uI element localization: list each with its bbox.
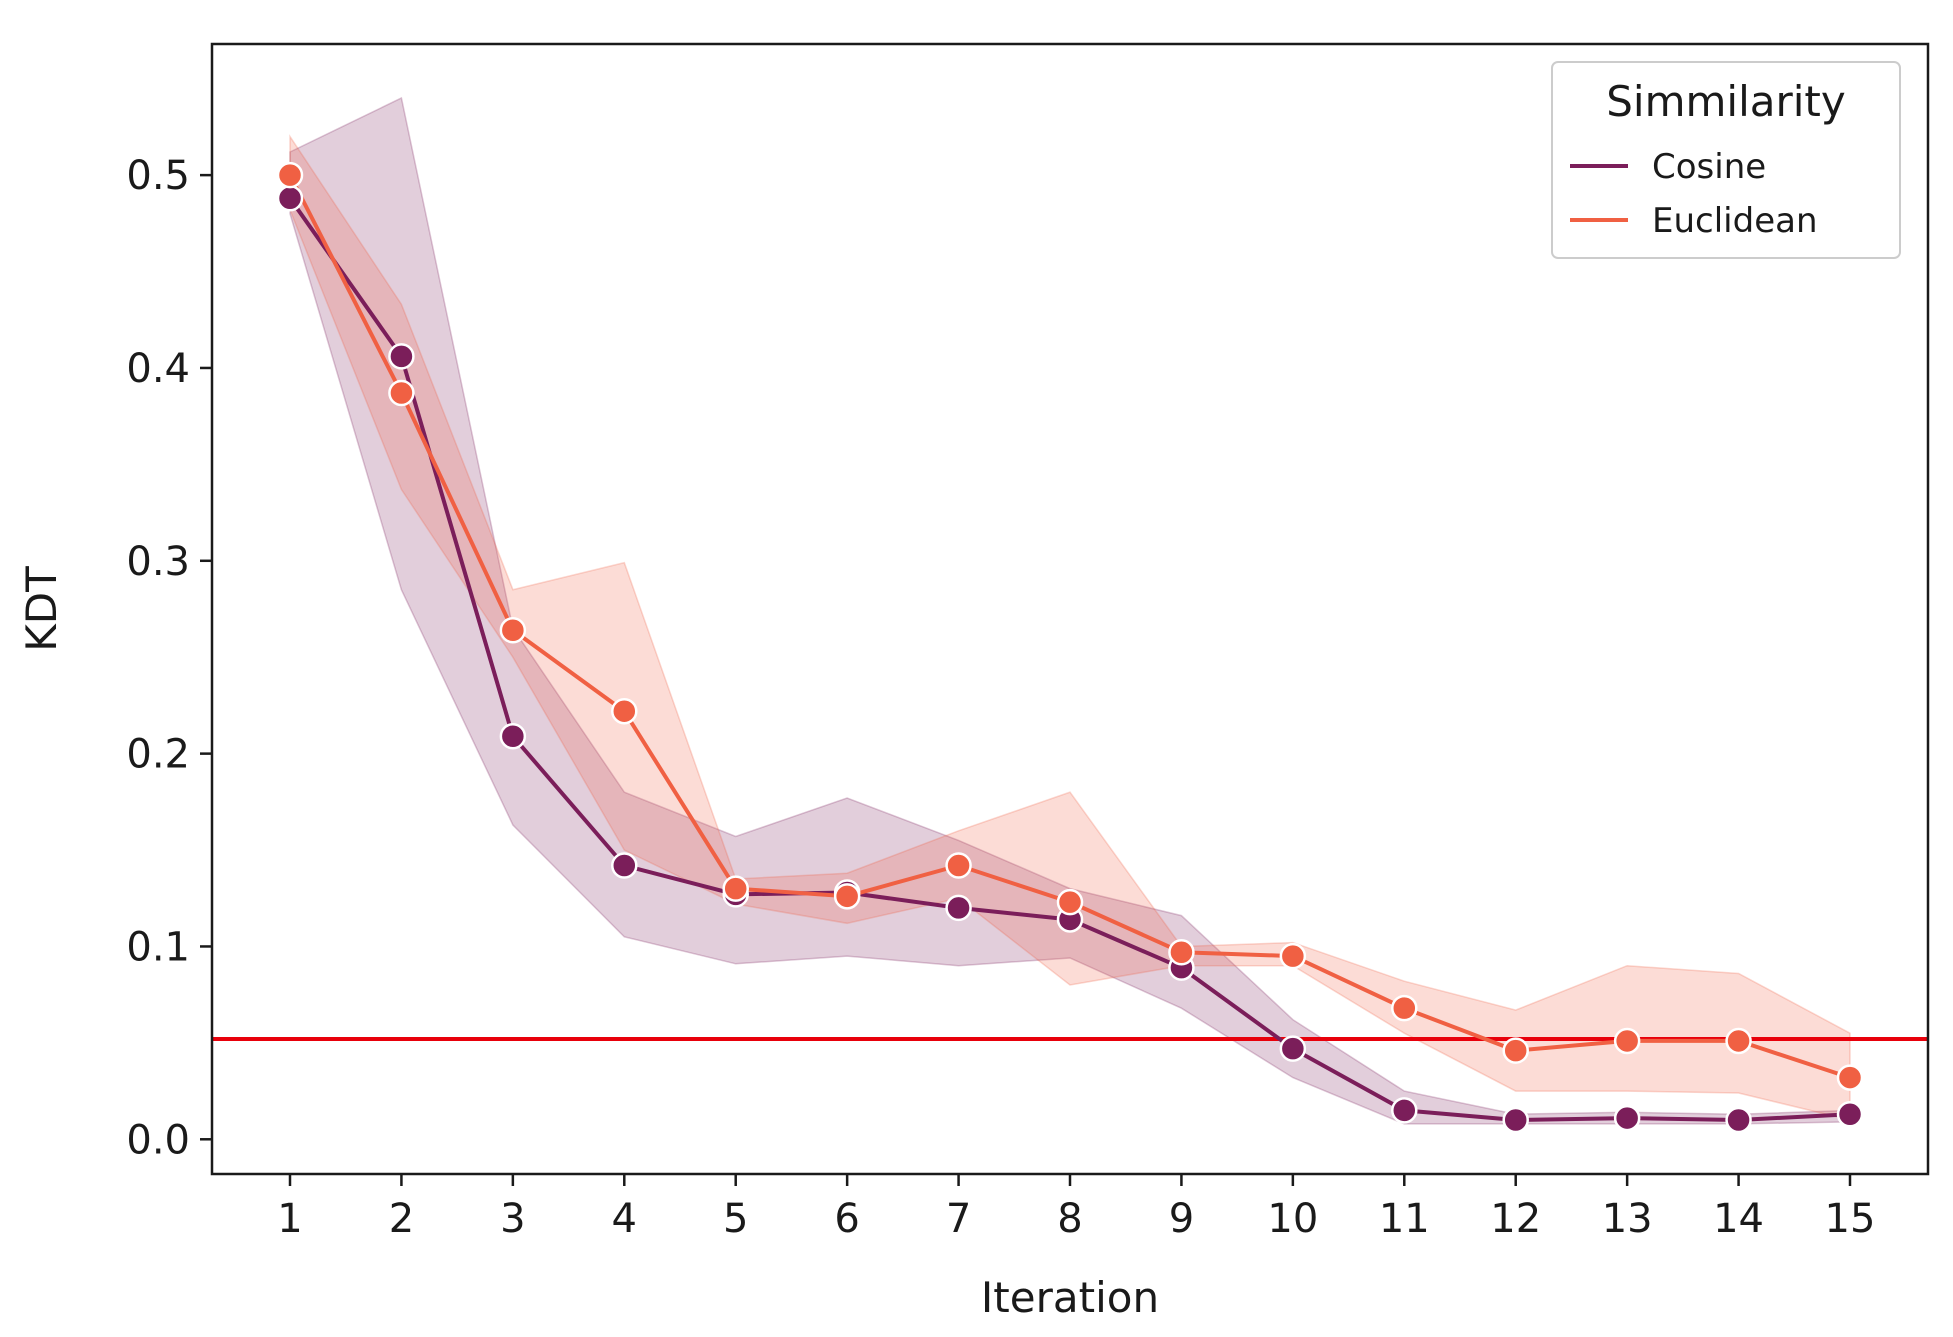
legend: Simmilarity Cosine Euclidean bbox=[1551, 61, 1901, 259]
legend-label-euclidean: Euclidean bbox=[1652, 201, 1818, 241]
legend-title: Simmilarity bbox=[1606, 77, 1846, 126]
x-tick-label: 5 bbox=[723, 1196, 748, 1242]
x-tick-label: 10 bbox=[1267, 1196, 1318, 1242]
x-tick-label: 3 bbox=[500, 1196, 525, 1242]
y-tick-label: 0.2 bbox=[126, 732, 190, 778]
x-tick-label: 12 bbox=[1490, 1196, 1541, 1242]
data-point-euclidean-15 bbox=[1836, 1064, 1864, 1091]
data-point-cosine-12 bbox=[1502, 1106, 1529, 1134]
y-tick-label: 0.3 bbox=[126, 539, 190, 585]
data-point-euclidean-12 bbox=[1502, 1037, 1529, 1064]
x-tick-label: 15 bbox=[1825, 1196, 1876, 1242]
data-point-cosine-1 bbox=[276, 185, 304, 212]
series-markers bbox=[276, 161, 1864, 1134]
data-point-cosine-15 bbox=[1836, 1100, 1864, 1128]
y-tick-label: 0.0 bbox=[126, 1117, 190, 1163]
legend-box bbox=[1551, 61, 1901, 259]
x-tick-label: 8 bbox=[1057, 1196, 1082, 1242]
data-point-euclidean-8 bbox=[1056, 888, 1084, 916]
data-point-cosine-10 bbox=[1279, 1035, 1307, 1062]
data-point-euclidean-4 bbox=[611, 697, 638, 725]
data-point-cosine-14 bbox=[1725, 1106, 1752, 1134]
x-tick-label: 2 bbox=[389, 1196, 414, 1242]
data-point-euclidean-10 bbox=[1279, 942, 1307, 970]
x-tick-label: 4 bbox=[612, 1196, 637, 1242]
data-point-euclidean-5 bbox=[722, 875, 749, 902]
data-point-cosine-13 bbox=[1613, 1104, 1641, 1132]
y-axis: 0.0 0.1 0.2 0.3 0.4 0.5 bbox=[126, 153, 212, 1163]
data-point-euclidean-9 bbox=[1168, 938, 1195, 966]
data-point-cosine-3 bbox=[499, 723, 527, 750]
x-tick-label: 1 bbox=[277, 1196, 302, 1242]
data-point-euclidean-3 bbox=[499, 616, 527, 644]
legend-label-cosine: Cosine bbox=[1652, 147, 1766, 187]
data-point-euclidean-7 bbox=[945, 852, 972, 879]
data-point-euclidean-6 bbox=[833, 883, 861, 910]
x-tick-label: 9 bbox=[1169, 1196, 1194, 1242]
data-point-euclidean-2 bbox=[388, 379, 415, 407]
x-tick-label: 13 bbox=[1602, 1196, 1653, 1242]
x-tick-label: 7 bbox=[946, 1196, 971, 1242]
data-point-euclidean-14 bbox=[1725, 1027, 1752, 1055]
data-point-cosine-4 bbox=[611, 852, 638, 879]
data-point-cosine-7 bbox=[945, 894, 972, 922]
data-point-cosine-2 bbox=[388, 343, 415, 370]
y-tick-label: 0.1 bbox=[126, 924, 190, 970]
x-tick-label: 14 bbox=[1713, 1196, 1764, 1242]
x-tick-label: 11 bbox=[1379, 1196, 1430, 1242]
x-axis: 1 2 3 4 5 6 7 8 9 10 11 12 13 14 15 bbox=[277, 1174, 1875, 1242]
y-axis-title: KDT bbox=[17, 566, 66, 652]
x-tick-label: 6 bbox=[834, 1196, 859, 1242]
y-tick-label: 0.5 bbox=[126, 153, 190, 199]
y-tick-label: 0.4 bbox=[126, 346, 190, 392]
data-point-euclidean-11 bbox=[1391, 994, 1418, 1022]
data-point-cosine-11 bbox=[1391, 1097, 1418, 1124]
data-point-euclidean-1 bbox=[276, 161, 304, 189]
data-point-euclidean-13 bbox=[1613, 1027, 1641, 1055]
x-axis-title: Iteration bbox=[981, 1273, 1159, 1322]
